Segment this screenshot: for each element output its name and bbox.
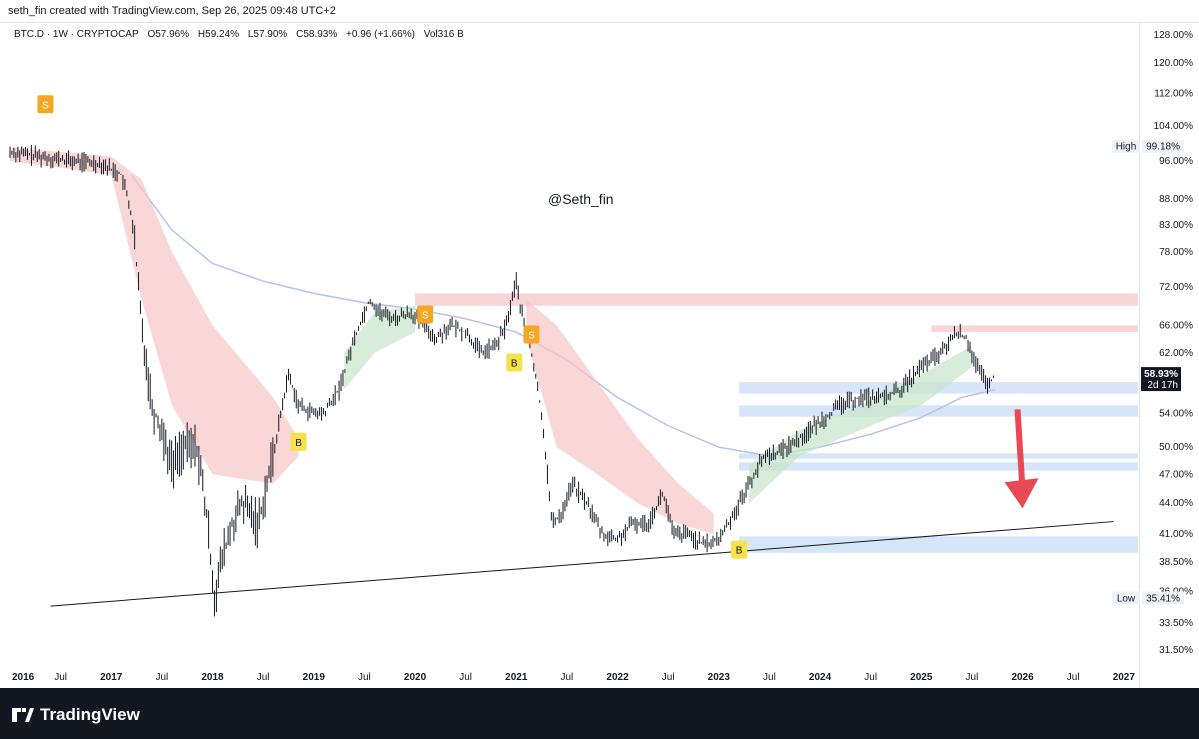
x-tick-label: Jul [1067, 672, 1080, 683]
buy-signal-marker [506, 353, 523, 372]
chart-legend: BTC.D · 1W · CRYPTOCAP O57.96% H59.24% L… [14, 29, 470, 40]
y-tick-label: 120.00% [1154, 58, 1194, 69]
sell-signal-label: S [42, 100, 49, 111]
y-tick-label: 47.00% [1159, 469, 1193, 480]
author-watermark: @Seth_fin [548, 191, 614, 207]
caption-bar: seth_fin created with TradingView.com, S… [0, 0, 1199, 23]
x-tick-label: 2023 [708, 672, 731, 683]
x-tick-label: 2026 [1011, 672, 1034, 683]
y-tick-label: 88.00% [1159, 194, 1193, 205]
y-tick-label: 62.00% [1159, 348, 1193, 359]
high-tag-value: 99.18% [1146, 142, 1180, 153]
x-tick-label: 2016 [12, 672, 35, 683]
low-tag-value-bg [1142, 591, 1184, 605]
y-tick-label: 38.50% [1159, 557, 1193, 568]
low-tag-label-bg [1112, 591, 1140, 605]
downtrend-band-2 [526, 299, 714, 535]
down-arrow-shaft [1014, 409, 1026, 491]
y-tick-label: 66.00% [1159, 320, 1193, 331]
y-tick-label: 54.00% [1159, 408, 1193, 419]
legend-change: +0.96 (+1.66%) [346, 29, 415, 40]
y-tick-label: 50.00% [1159, 442, 1193, 453]
y-tick-label: 78.00% [1159, 247, 1193, 258]
x-tick-label: 2017 [100, 672, 123, 683]
caption-text: seth_fin created with TradingView.com, S… [8, 5, 336, 17]
x-tick-label: Jul [358, 672, 371, 683]
buy-signal-label: B [511, 359, 518, 370]
x-tick-label: Jul [155, 672, 168, 683]
x-tick-label: 2021 [505, 672, 528, 683]
zone-blue-3 [739, 405, 1138, 417]
x-tick-label: Jul [257, 672, 270, 683]
x-tick-label: Jul [966, 672, 979, 683]
y-tick-label: 96.00% [1159, 156, 1193, 167]
x-tick-label: 2018 [201, 672, 224, 683]
x-tick-label: 2024 [809, 672, 832, 683]
x-tick-label: Jul [662, 672, 675, 683]
buy-signal-marker [731, 540, 748, 559]
current-price-tag-bg [1141, 367, 1181, 392]
buy-signal-label: B [736, 546, 743, 557]
y-tick-label: 41.00% [1159, 529, 1193, 540]
legend-close: C58.93% [296, 29, 338, 40]
legend-symbol[interactable]: BTC.D · 1W · CRYPTOCAP [14, 29, 139, 40]
legend-volume: Vol316 B [423, 29, 464, 40]
zone-red-0 [415, 293, 1138, 306]
y-tick-label: 104.00% [1154, 121, 1194, 132]
buy-signal-label: B [295, 438, 302, 449]
zone-red-1 [931, 325, 1138, 333]
chart-frame[interactable] [6, 23, 1140, 688]
x-tick-label: Jul [459, 672, 472, 683]
x-tick-label: 2020 [404, 672, 427, 683]
current-bar-countdown: 2d 17h [1147, 380, 1178, 391]
zone-blue-5 [739, 462, 1138, 471]
x-tick-label: Jul [561, 672, 574, 683]
high-tag-value-bg [1142, 139, 1184, 153]
x-tick-label: 2019 [303, 672, 326, 683]
tradingview-brand: TradingView [40, 705, 140, 724]
tradingview-logo[interactable]: TradingView [12, 705, 140, 725]
x-tick-label: 2025 [910, 672, 933, 683]
zone-blue-4 [739, 453, 1138, 459]
high-tag-label-bg [1112, 139, 1140, 153]
tradingview-logo-icon [12, 708, 34, 722]
sell-signal-label: S [528, 330, 535, 341]
y-tick-label: 128.00% [1154, 30, 1194, 41]
y-tick-label: 83.00% [1159, 220, 1193, 231]
footer-bar: TradingView [0, 688, 1199, 739]
y-tick-label: 31.50% [1159, 645, 1193, 656]
support-trendline [50, 521, 1114, 607]
x-tick-label: 2022 [606, 672, 629, 683]
legend-open: O57.96% [147, 29, 190, 40]
downtrend-band-1 [10, 147, 299, 484]
sell-signal-marker [37, 95, 54, 114]
uptrend-band-2 [749, 345, 972, 504]
x-tick-label: Jul [763, 672, 776, 683]
high-tag-label: High [1116, 142, 1137, 153]
y-tick-label: 44.00% [1159, 498, 1193, 509]
sell-signal-label: S [422, 311, 429, 322]
x-tick-label: Jul [864, 672, 877, 683]
down-arrow-head [1004, 478, 1039, 509]
legend-high: H59.24% [197, 29, 240, 40]
y-tick-label: 72.00% [1159, 282, 1193, 293]
zone-blue-6 [739, 536, 1138, 553]
low-tag-label: Low [1117, 594, 1136, 605]
sell-signal-marker [417, 305, 434, 324]
price-chart[interactable]: S S S B B B 128.00% 120.00% 112.00% 104.00% 96.00%… [0, 0, 1199, 688]
x-tick-label: Jul [54, 672, 67, 683]
legend-low: L57.90% [247, 29, 288, 40]
uptrend-band-1 [344, 305, 416, 390]
y-tick-label: 33.50% [1159, 618, 1193, 629]
buy-signal-marker [290, 432, 307, 451]
x-tick-label: 2027 [1113, 672, 1136, 683]
low-tag-value: 35.41% [1146, 594, 1180, 605]
y-tick-label: 112.00% [1154, 88, 1193, 99]
current-price-value: 58.93% [1144, 369, 1178, 380]
sell-signal-marker [523, 325, 540, 344]
